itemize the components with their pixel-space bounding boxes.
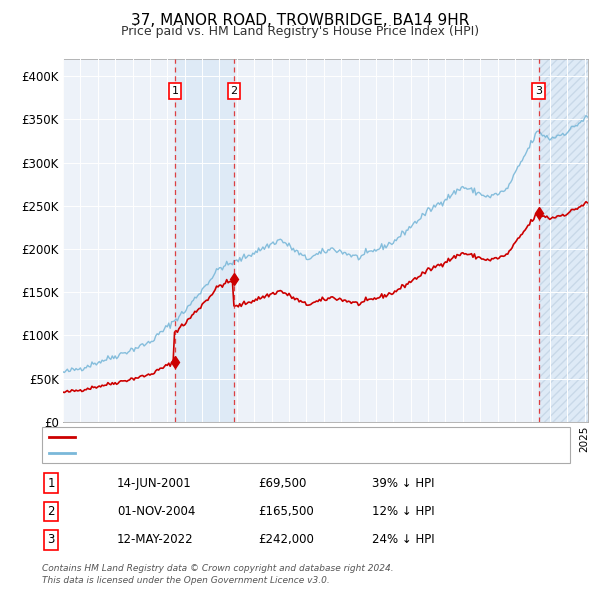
- Text: £69,500: £69,500: [258, 477, 307, 490]
- Text: 3: 3: [535, 86, 542, 96]
- Bar: [175, 59, 234, 422]
- Text: 37, MANOR ROAD, TROWBRIDGE, BA14 9HR (semi-detached house): 37, MANOR ROAD, TROWBRIDGE, BA14 9HR (se…: [80, 432, 451, 442]
- Text: Price paid vs. HM Land Registry's House Price Index (HPI): Price paid vs. HM Land Registry's House …: [121, 25, 479, 38]
- Text: £165,500: £165,500: [258, 505, 314, 518]
- Text: 3: 3: [47, 533, 55, 546]
- Text: 14-JUN-2001: 14-JUN-2001: [117, 477, 192, 490]
- Text: 12% ↓ HPI: 12% ↓ HPI: [372, 505, 434, 518]
- Text: 01-NOV-2004: 01-NOV-2004: [117, 505, 196, 518]
- Bar: [539, 59, 588, 422]
- Text: 2: 2: [230, 86, 238, 96]
- Text: 1: 1: [47, 477, 55, 490]
- Bar: [539, 59, 588, 422]
- Text: 39% ↓ HPI: 39% ↓ HPI: [372, 477, 434, 490]
- Text: 12-MAY-2022: 12-MAY-2022: [117, 533, 194, 546]
- Text: 37, MANOR ROAD, TROWBRIDGE, BA14 9HR: 37, MANOR ROAD, TROWBRIDGE, BA14 9HR: [131, 13, 469, 28]
- Text: 24% ↓ HPI: 24% ↓ HPI: [372, 533, 434, 546]
- Text: Contains HM Land Registry data © Crown copyright and database right 2024.
This d: Contains HM Land Registry data © Crown c…: [42, 565, 394, 585]
- Text: 2: 2: [47, 505, 55, 518]
- Text: HPI: Average price, semi-detached house, Wiltshire: HPI: Average price, semi-detached house,…: [80, 448, 359, 458]
- Text: 1: 1: [172, 86, 179, 96]
- Text: £242,000: £242,000: [258, 533, 314, 546]
